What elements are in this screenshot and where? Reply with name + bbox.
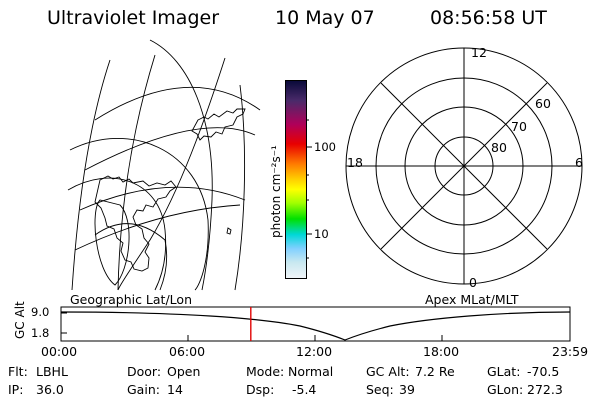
- ip-value: 36.0: [36, 382, 64, 397]
- gain-label: Gain:: [127, 382, 160, 397]
- seq-label: Seq:: [366, 382, 394, 397]
- gcalt-label: GC Alt:: [366, 364, 410, 379]
- mlat-label-60: 60: [535, 96, 551, 111]
- altitude-ytick-high: 9.0: [31, 305, 50, 319]
- altitude-ylabel: GC Alt: [13, 301, 27, 339]
- xtick-1200: 12:00: [296, 344, 333, 359]
- glon-label: GLon:: [487, 382, 524, 397]
- mlat-label-70: 70: [511, 119, 527, 134]
- glat-label: GLat:: [487, 364, 521, 379]
- filter-label: Flt:: [8, 364, 28, 379]
- mlt-label-0: 0: [469, 275, 477, 290]
- xtick-0600: 06:00: [169, 344, 206, 359]
- gcalt-value: 7.2 Re: [415, 364, 455, 379]
- dsp-label: Dsp:: [246, 382, 275, 397]
- geographic-caption: Geographic Lat/Lon: [70, 292, 192, 307]
- mlt-label-12: 12: [471, 45, 487, 60]
- glon-value: 272.3: [527, 382, 563, 397]
- dsp-value: -5.4: [292, 382, 317, 397]
- altitude-ytick-low: 1.8: [31, 326, 50, 340]
- date-label: 10 May 07: [275, 7, 375, 29]
- apex-caption: Apex MLat/MLT: [425, 292, 519, 307]
- gain-value: 14: [167, 382, 183, 397]
- ip-label: IP:: [8, 382, 24, 397]
- mlat-label-80: 80: [491, 140, 507, 155]
- filter-value: LBHL: [36, 364, 68, 379]
- colorbar-tick-10: 10: [314, 227, 329, 241]
- mlt-label-18: 18: [347, 155, 363, 170]
- instrument-title: Ultraviolet Imager: [47, 7, 220, 29]
- door-value: Open: [167, 364, 201, 379]
- mlt-label-6: 6: [575, 155, 583, 170]
- mode-label: Mode:: [246, 364, 285, 379]
- xtick-2359: 23:59: [552, 344, 589, 359]
- colorbar: [285, 80, 307, 279]
- colorbar-tick-100: 100: [314, 140, 336, 154]
- mode-value: Normal: [288, 364, 334, 379]
- xtick-1800: 18:00: [423, 344, 460, 359]
- time-label: 08:56:58 UT: [430, 7, 547, 29]
- xtick-0000: 00:00: [41, 344, 78, 359]
- seq-value: 39: [399, 382, 415, 397]
- glat-value: -70.5: [527, 364, 560, 379]
- door-label: Door:: [127, 364, 162, 379]
